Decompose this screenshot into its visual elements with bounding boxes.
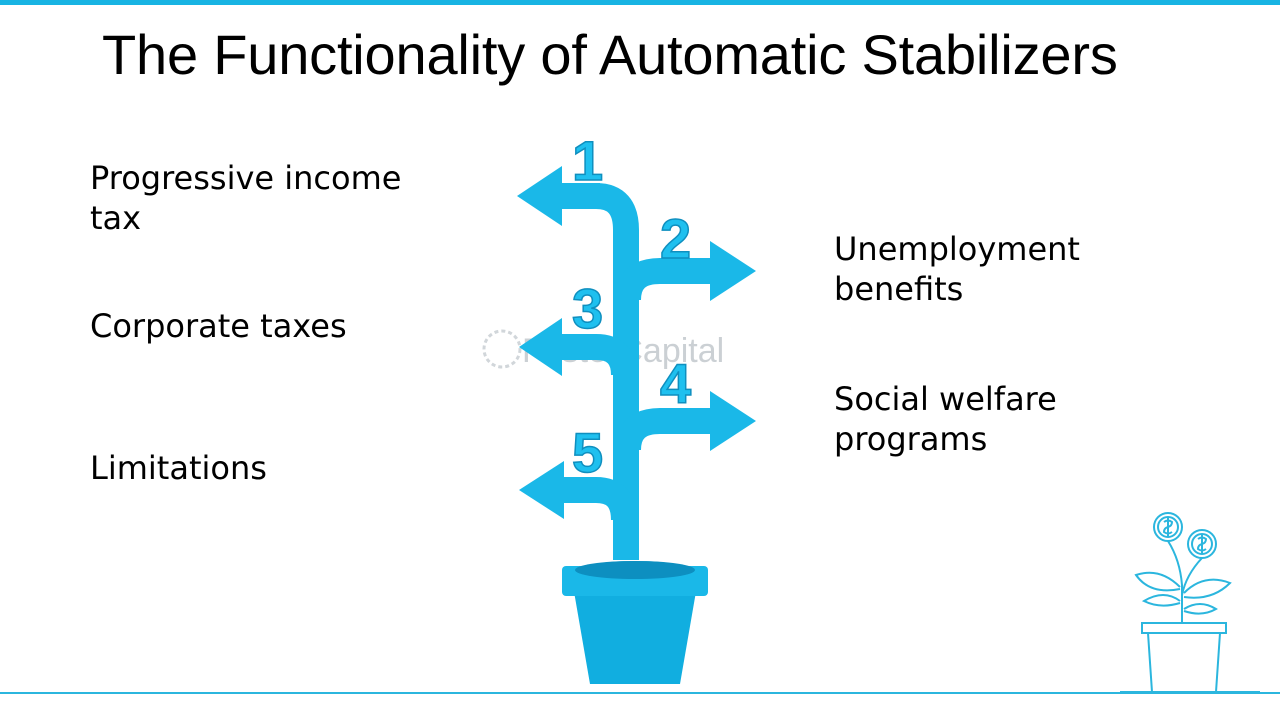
arrow-head-right-icon <box>710 241 756 301</box>
item-label-2: Unemployment benefits <box>834 230 1080 308</box>
bottom-accent-rule <box>0 692 1280 694</box>
item-number-3: 3 <box>572 277 603 340</box>
arrow-head-left-icon <box>519 318 562 376</box>
branch-arrow-3 <box>519 318 637 376</box>
flower-pot <box>562 561 708 684</box>
arrow-head-right-icon <box>710 391 756 451</box>
item-label-3: Corporate taxes <box>90 307 347 345</box>
branch-arrow-2 <box>615 241 756 301</box>
item-number-2: 2 <box>660 207 691 270</box>
money-plant-icon <box>1120 512 1260 693</box>
branch-arrow-4 <box>615 391 756 451</box>
branch-arrow-5 <box>519 461 637 521</box>
item-number-5: 5 <box>572 421 603 484</box>
plant-stem <box>595 183 639 560</box>
arrow-head-left-icon <box>517 166 562 226</box>
item-number-1: 1 <box>572 129 603 192</box>
arrow-head-left-icon <box>519 461 564 519</box>
watermark-gear-icon <box>482 329 522 369</box>
item-label-4: Social welfare programs <box>834 380 1057 458</box>
item-number-4: 4 <box>660 352 691 415</box>
branch-arrow-1 <box>517 166 600 226</box>
item-label-5: Limitations <box>90 449 267 487</box>
page-title: The Functionality of Automatic Stabilize… <box>102 23 1118 86</box>
item-label-1: Progressive income tax <box>90 159 402 237</box>
top-accent-rule <box>0 0 1280 5</box>
